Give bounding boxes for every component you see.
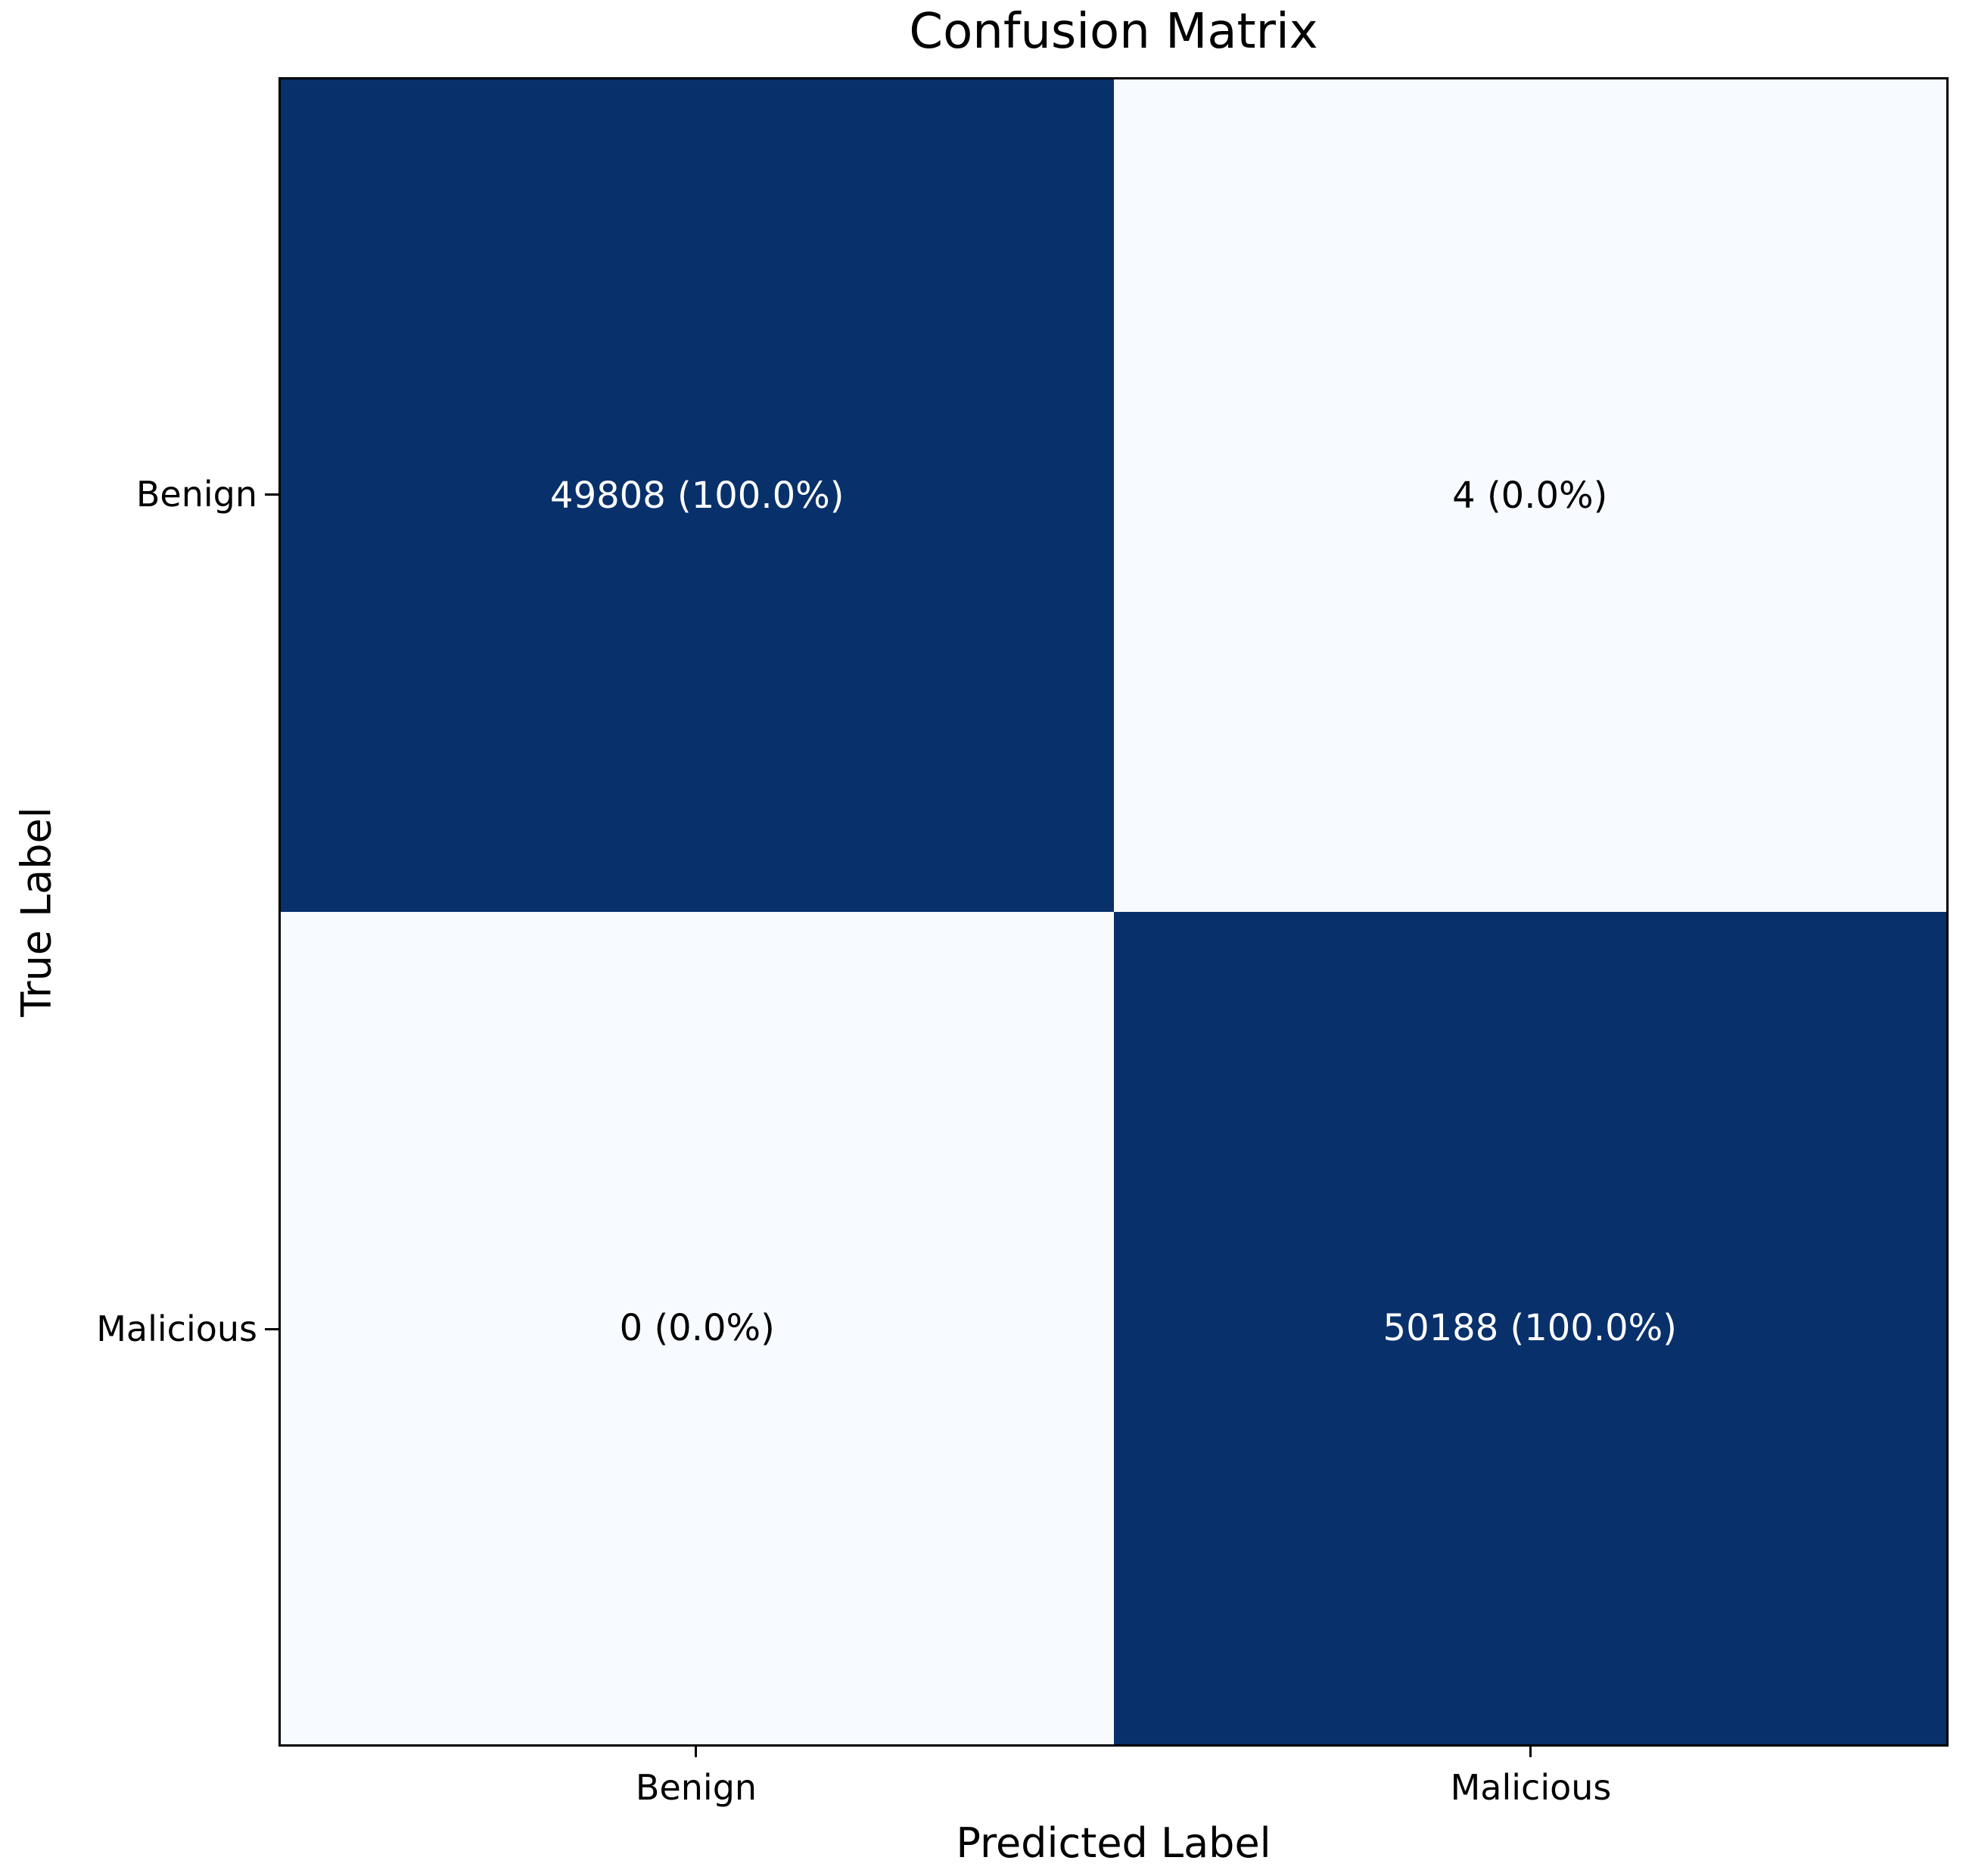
y-tick-label-malicious: Malicious — [96, 1308, 257, 1349]
y-tick-mark-malicious — [265, 1328, 278, 1330]
x-tick-label-benign: Benign — [635, 1767, 757, 1808]
y-tick-label-benign: Benign — [135, 474, 257, 515]
chart-title: Confusion Matrix — [909, 4, 1318, 60]
x-tick-mark-malicious — [1529, 1747, 1532, 1757]
cell-true-malicious-pred-malicious: 50188 (100.0%) — [1113, 912, 1946, 1744]
x-axis-label: Predicted Label — [956, 1819, 1271, 1867]
y-tick-mark-benign — [265, 493, 278, 496]
cell-true-benign-pred-malicious: 4 (0.0%) — [1113, 79, 1946, 912]
cell-true-benign-pred-benign: 49808 (100.0%) — [281, 79, 1114, 912]
cell-true-malicious-pred-benign: 0 (0.0%) — [281, 912, 1114, 1744]
x-tick-label-malicious: Malicious — [1450, 1767, 1612, 1808]
x-tick-mark-benign — [695, 1747, 697, 1757]
y-axis-label: True Label — [12, 807, 61, 1017]
plot-area: 49808 (100.0%) 4 (0.0%) 0 (0.0%) 50188 (… — [278, 77, 1949, 1747]
